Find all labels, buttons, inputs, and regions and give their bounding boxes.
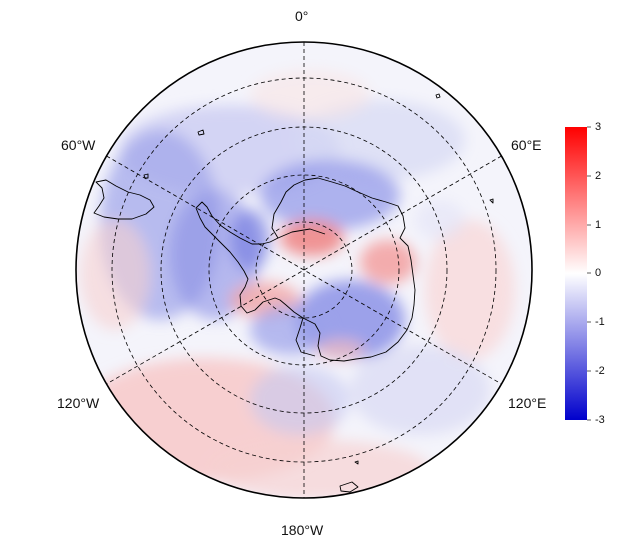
south-america-coastline	[93, 179, 155, 220]
island-small-4	[143, 173, 149, 179]
colorbar-tick: -3	[595, 414, 605, 426]
coastlines	[93, 93, 494, 493]
latitude-circle-1	[255, 221, 353, 319]
colorbar-tick: 1	[595, 219, 602, 231]
meridian-60w-120e	[106, 155, 502, 385]
colorbar-tick: 0	[595, 267, 602, 279]
lon-label-lower-left: 120°W	[57, 395, 100, 411]
antarctica-coastline	[195, 177, 416, 362]
colorbar-gradient	[565, 127, 587, 420]
island-small-1	[339, 481, 359, 493]
meridian-60e-120w	[106, 155, 502, 385]
lon-label-upper-right: 60°E	[511, 137, 542, 153]
lon-label-bottom: 180°W	[281, 522, 324, 538]
lon-label-upper-left: 60°W	[61, 137, 96, 153]
colorbar-tick: -2	[595, 365, 605, 377]
weddell-ice-shelf-edge	[277, 228, 326, 239]
lon-label-top: 0°	[295, 8, 309, 24]
ross-ice-shelf-edge	[295, 317, 316, 357]
island-small-2	[197, 129, 205, 136]
colorbar-tick: 2	[595, 170, 602, 182]
colorbar-tick: -1	[595, 316, 605, 328]
map-boundary	[75, 41, 533, 499]
lon-label-lower-right: 120°E	[508, 395, 547, 411]
island-small-6	[354, 460, 359, 465]
colorbar	[565, 126, 591, 421]
island-small-3	[435, 93, 441, 99]
anomaly-field	[76, 42, 532, 498]
graticule	[106, 42, 502, 498]
island-small-5	[489, 198, 494, 204]
colorbar-tick: 3	[595, 121, 602, 133]
